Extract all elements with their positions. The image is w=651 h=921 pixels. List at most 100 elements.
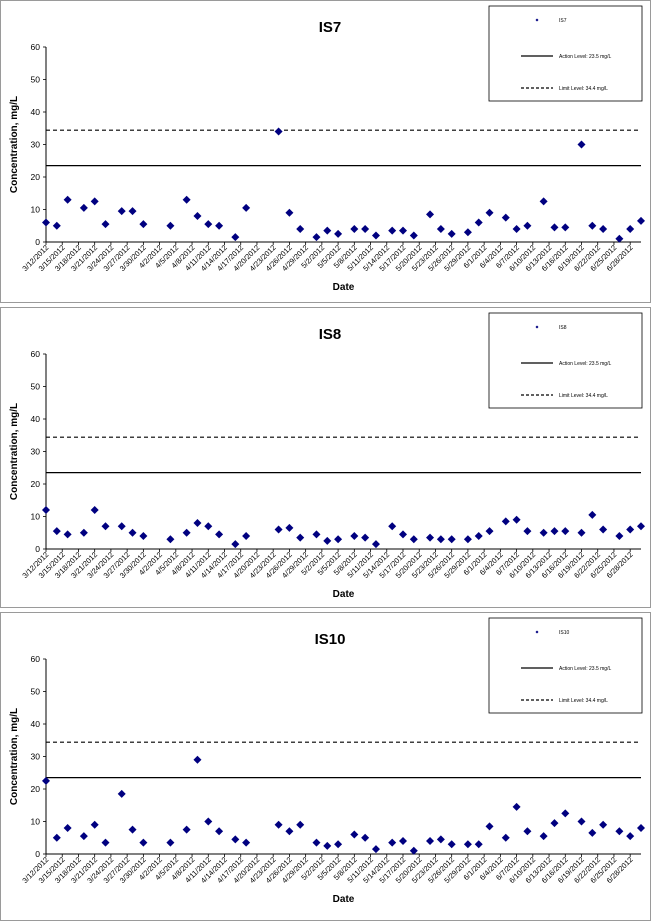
data-point	[637, 824, 645, 832]
legend-label: IS7	[559, 18, 567, 24]
data-point	[501, 833, 510, 842]
data-point	[474, 218, 483, 227]
y-tick-label: 60	[31, 654, 41, 664]
data-point	[52, 527, 61, 536]
chart-title: IS10	[315, 631, 346, 648]
x-axis-label: Date	[333, 589, 355, 600]
data-point	[285, 827, 294, 836]
data-point	[512, 225, 521, 233]
y-tick-label: 10	[31, 817, 41, 827]
data-point	[539, 832, 548, 841]
data-point	[550, 819, 559, 828]
data-point	[166, 535, 175, 544]
data-point	[63, 195, 72, 204]
legend-box	[488, 5, 643, 102]
data-point	[463, 228, 472, 237]
y-tick-label: 30	[31, 752, 41, 762]
legend-label: Action Level: 23.5 mg/L	[559, 54, 611, 60]
legend-label: Action Level: 23.5 mg/L	[559, 361, 611, 367]
y-tick-label: 0	[35, 849, 40, 859]
data-point	[231, 540, 240, 549]
data-point	[371, 540, 380, 549]
data-point	[409, 846, 418, 855]
data-point	[117, 789, 126, 798]
data-point	[588, 221, 597, 230]
y-tick-label: 20	[31, 784, 41, 794]
data-point	[577, 528, 586, 537]
data-point	[637, 522, 645, 531]
legend: IS10 Action Level: 23.5 mg/L Limit Level: …	[488, 617, 643, 714]
data-point	[79, 528, 88, 537]
legend-marker	[535, 325, 539, 329]
legend-label: Limit Level: 34.4 mg/L	[559, 86, 608, 92]
data-point	[128, 825, 137, 834]
x-axis-label: Date	[333, 282, 355, 293]
y-tick-label: 10	[31, 512, 41, 522]
data-point	[371, 231, 380, 240]
data-point	[539, 528, 548, 537]
data-point	[90, 506, 99, 514]
data-point	[166, 221, 175, 230]
data-point	[204, 817, 213, 826]
legend-marker	[535, 18, 539, 22]
data-point	[463, 840, 472, 849]
data-point	[79, 203, 88, 212]
data-point	[274, 525, 283, 534]
data-point	[193, 755, 202, 764]
data-point	[426, 533, 435, 542]
data-point	[63, 530, 72, 539]
y-axis-label: Concentration, mg/L	[9, 708, 20, 805]
data-point	[312, 530, 321, 539]
data-point	[285, 523, 294, 532]
data-point	[561, 223, 570, 232]
y-tick-label: 0	[35, 237, 40, 247]
data-point	[599, 820, 608, 829]
data-point	[182, 528, 191, 537]
data-point	[334, 229, 343, 238]
data-point	[463, 535, 472, 544]
y-axis-label: Concentration, mg/L	[9, 403, 20, 500]
data-point	[193, 212, 202, 220]
data-point	[182, 825, 191, 834]
data-point	[204, 522, 213, 531]
data-point	[436, 225, 445, 233]
data-point	[215, 827, 224, 836]
data-point	[409, 231, 418, 240]
y-tick-label: 40	[31, 414, 41, 424]
data-point	[485, 822, 494, 831]
data-point	[399, 226, 407, 235]
legend-label: Limit Level: 34.4 mg/L	[559, 393, 608, 399]
data-point	[139, 220, 148, 229]
data-point	[231, 233, 240, 242]
data-point	[42, 776, 50, 785]
data-point	[312, 233, 321, 242]
data-point	[323, 226, 332, 235]
data-point	[101, 838, 110, 847]
data-point	[117, 207, 126, 216]
data-point	[128, 528, 137, 537]
data-point	[550, 223, 559, 232]
data-point	[512, 802, 521, 811]
data-point	[447, 535, 456, 544]
data-point	[523, 527, 532, 536]
data-point	[409, 535, 418, 544]
y-tick-label: 20	[31, 172, 41, 182]
data-point	[599, 525, 608, 534]
data-point	[615, 532, 624, 540]
data-point	[312, 838, 321, 847]
data-point	[90, 820, 99, 829]
data-point	[52, 221, 61, 230]
data-point	[615, 827, 624, 836]
data-point	[285, 208, 294, 217]
data-point	[139, 532, 148, 540]
legend: IS8 Action Level: 23.5 mg/L Limit Level: 3…	[488, 312, 643, 409]
data-point	[501, 213, 510, 222]
data-point	[90, 197, 99, 206]
data-point	[485, 527, 494, 536]
data-point	[436, 835, 445, 844]
data-point	[274, 127, 283, 136]
data-point	[296, 225, 305, 233]
